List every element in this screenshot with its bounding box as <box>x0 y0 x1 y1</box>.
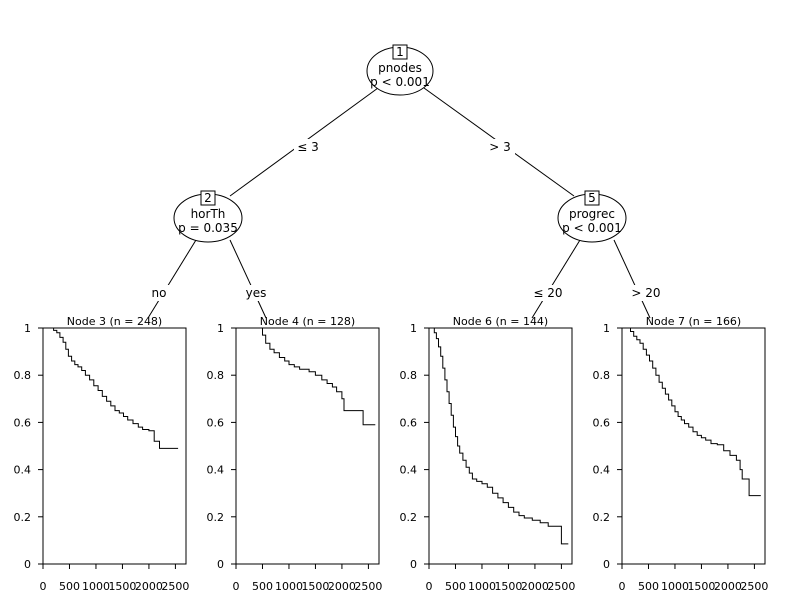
edge-label: yes <box>246 286 267 300</box>
x-tick-label: 1500 <box>108 580 136 593</box>
y-tick-label: 0.6 <box>207 416 225 429</box>
x-tick-label: 2000 <box>328 580 356 593</box>
x-tick-label: 2500 <box>354 580 382 593</box>
x-tick-label: 1000 <box>468 580 496 593</box>
y-tick-label: 0.8 <box>14 369 32 382</box>
edge-5-7 <box>613 239 651 319</box>
survival-curve <box>43 327 179 449</box>
node-variable: progrec <box>569 207 615 221</box>
edge-2-4 <box>229 239 267 319</box>
y-tick-label: 0 <box>603 558 610 571</box>
x-tick-label: 1000 <box>275 580 303 593</box>
y-tick-label: 0.6 <box>593 416 611 429</box>
y-tick-label: 0.6 <box>400 416 418 429</box>
plot-frame <box>621 327 766 565</box>
x-tick-label: 2500 <box>547 580 575 593</box>
plot-frame <box>235 327 380 565</box>
terminal-node-6-panel: Node 6 (n = 144) 0 0.2 0.4 0.6 0.8 1 0 500 100015… <box>400 315 576 593</box>
x-tick-label: 1500 <box>301 580 329 593</box>
terminal-node-4-panel: Node 4 (n = 128) 0 0.2 0.4 0.6 0.8 1 0 500 100015… <box>207 315 383 593</box>
edge-label: no <box>152 286 167 300</box>
x-tick-label: 0 <box>426 580 433 593</box>
terminal-node-title: Node 3 (n = 248) <box>67 315 162 328</box>
y-tick-label: 0.4 <box>400 464 418 477</box>
x-tick-label: 1000 <box>82 580 110 593</box>
y-tick-label: 0 <box>217 558 224 571</box>
x-tick-label: 2500 <box>161 580 189 593</box>
x-tick-label: 500 <box>445 580 466 593</box>
x-tick-label: 0 <box>233 580 240 593</box>
node-pvalue: p < 0.001 <box>562 221 622 235</box>
y-tick-label: 0.8 <box>207 369 225 382</box>
node-id: 2 <box>204 191 212 205</box>
y-tick-label: 1 <box>217 322 224 335</box>
inner-node-1: 1 pnodes p < 0.001 <box>366 44 434 96</box>
survival-curve <box>236 327 376 426</box>
edge-2-3 <box>147 239 197 319</box>
edge-label: ≤ 20 <box>533 286 562 300</box>
y-tick-label: 0.2 <box>593 511 611 524</box>
edge-label: ≤ 3 <box>297 140 319 154</box>
y-tick-label: 0.6 <box>14 416 32 429</box>
survival-curve <box>429 327 569 545</box>
plot-frame <box>42 327 187 565</box>
y-tick-label: 1 <box>603 322 610 335</box>
survival-curve <box>622 327 761 497</box>
x-tick-label: 500 <box>59 580 80 593</box>
edge-5-6 <box>531 239 581 319</box>
edge-labels: ≤ 3 > 3 no yes ≤ 20 > 20 <box>146 139 666 301</box>
y-tick-label: 0.4 <box>207 464 225 477</box>
node-id: 1 <box>396 45 404 59</box>
y-tick-label: 0.2 <box>207 511 225 524</box>
x-tick-label: 2500 <box>740 580 768 593</box>
node-variable: pnodes <box>378 61 422 75</box>
terminal-node-7-panel: Node 7 (n = 166) 0 0.2 0.4 0.6 0.8 1 0 500 100015… <box>593 315 769 593</box>
node-variable: horTh <box>191 207 226 221</box>
edge-label: > 20 <box>631 286 660 300</box>
y-tick-label: 0.8 <box>593 369 611 382</box>
y-tick-label: 0 <box>410 558 417 571</box>
y-tick-label: 0 <box>24 558 31 571</box>
x-tick-label: 500 <box>638 580 659 593</box>
y-tick-label: 0.2 <box>14 511 32 524</box>
x-tick-label: 1000 <box>661 580 689 593</box>
y-tick-label: 1 <box>24 322 31 335</box>
y-tick-label: 0.4 <box>14 464 32 477</box>
y-tick-label: 1 <box>410 322 417 335</box>
edge-label: > 3 <box>489 140 511 154</box>
x-tick-label: 1500 <box>687 580 715 593</box>
y-tick-label: 0.4 <box>593 464 611 477</box>
x-tick-label: 1500 <box>494 580 522 593</box>
x-tick-label: 2000 <box>714 580 742 593</box>
terminal-node-title: Node 4 (n = 128) <box>260 315 355 328</box>
node-pvalue: p = 0.035 <box>178 221 238 235</box>
x-tick-label: 500 <box>252 580 273 593</box>
terminal-node-3-panel: Node 3 (n = 248) 0 0.2 0.4 0.6 0.8 1 0 500 100015… <box>14 315 190 593</box>
terminal-node-title: Node 6 (n = 144) <box>453 315 548 328</box>
x-tick-label: 2000 <box>521 580 549 593</box>
inner-node-5: 5 progrec p < 0.001 <box>557 190 627 243</box>
plot-frame <box>428 327 573 565</box>
y-tick-label: 0.2 <box>400 511 418 524</box>
x-tick-label: 2000 <box>135 580 163 593</box>
y-tick-label: 0.8 <box>400 369 418 382</box>
node-id: 5 <box>588 191 596 205</box>
x-tick-label: 0 <box>619 580 626 593</box>
inner-node-2: 2 horTh p = 0.035 <box>173 190 243 243</box>
terminal-node-title: Node 7 (n = 166) <box>646 315 741 328</box>
x-tick-label: 0 <box>40 580 47 593</box>
node-pvalue: p < 0.001 <box>370 75 430 89</box>
